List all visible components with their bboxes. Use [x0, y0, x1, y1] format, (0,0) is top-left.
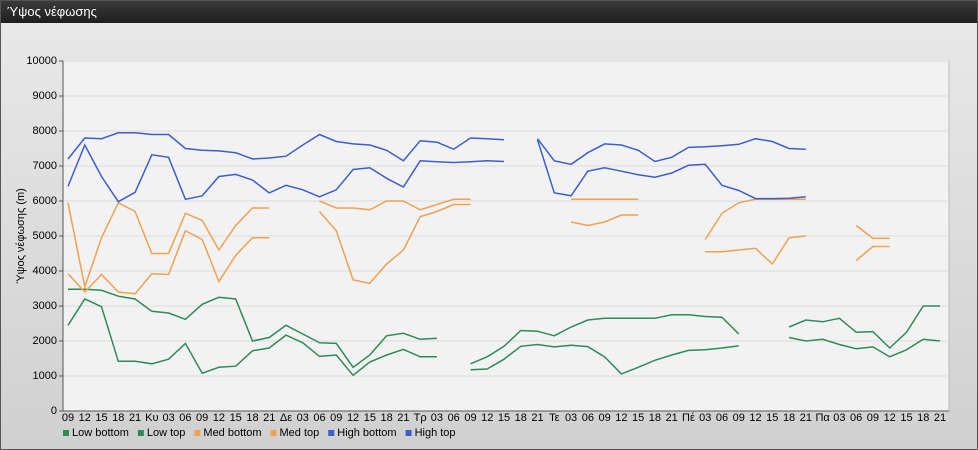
- x-tick-label: 18: [649, 412, 661, 424]
- x-tick-label: 12: [213, 412, 225, 424]
- x-tick-label: 15: [95, 412, 107, 424]
- x-tick-label: 15: [498, 412, 510, 424]
- x-tick-label: 12: [79, 412, 91, 424]
- x-tick-label: 03: [833, 412, 845, 424]
- chart: Ύψος νέφωσης (m) 0 1000 2000 3000 4000 5000 60…: [1, 23, 977, 449]
- x-tick-label: 15: [632, 412, 644, 424]
- x-tick-label: 12: [347, 412, 359, 424]
- x-tick-label: 15: [900, 412, 912, 424]
- y-tick-label: 1000: [33, 370, 57, 382]
- x-tick-label: 03: [297, 412, 309, 424]
- x-tick-label: 21: [129, 412, 141, 424]
- series-line: [67, 203, 890, 295]
- x-tick-label: Πα: [815, 412, 830, 424]
- x-tick-label: 03: [699, 412, 711, 424]
- series-line: [67, 198, 890, 290]
- x-tick-label: 18: [112, 412, 124, 424]
- x-tick-label: 21: [397, 412, 409, 424]
- x-tick-label: 03: [565, 412, 577, 424]
- window-title: Ύψος νέφωσης: [1, 1, 977, 23]
- legend-label: Med top: [280, 427, 320, 439]
- x-tick-label: 06: [179, 412, 191, 424]
- x-tick-label: 18: [380, 412, 392, 424]
- y-tick-label: 4000: [33, 265, 57, 277]
- x-tick-label: 06: [313, 412, 325, 424]
- series-line: [68, 288, 940, 369]
- x-tick-label: 18: [246, 412, 258, 424]
- y-tick-label: 3000: [33, 300, 57, 312]
- x-tick-label: 15: [230, 412, 242, 424]
- x-tick-label: 21: [800, 412, 812, 424]
- x-tick-label: 21: [934, 412, 946, 424]
- x-tick-label: 06: [582, 412, 594, 424]
- series-line: [67, 132, 806, 166]
- legend-label: Med bottom: [203, 427, 261, 439]
- x-tick-label: 12: [884, 412, 896, 424]
- x-tick-label: 15: [364, 412, 376, 424]
- x-tick-label: 09: [330, 412, 342, 424]
- x-tick-label: Τρ: [414, 412, 427, 424]
- y-axis-label: Ύψος νέφωσης (m): [15, 188, 27, 284]
- x-tick-label: 12: [615, 412, 627, 424]
- legend-label: High bottom: [337, 427, 396, 439]
- x-tick-label: Πέ: [682, 412, 695, 424]
- x-tick-label: 09: [598, 412, 610, 424]
- legend-swatch: [270, 430, 277, 436]
- x-tick-label: 09: [733, 412, 745, 424]
- legend-swatch: [328, 430, 335, 436]
- x-tick-label: Δε: [280, 412, 292, 424]
- x-tick-label: 18: [917, 412, 929, 424]
- legend-swatch: [405, 430, 412, 436]
- x-tick-label: 21: [666, 412, 678, 424]
- legend-label: Low bottom: [72, 427, 129, 439]
- x-tick-label: 15: [766, 412, 778, 424]
- legend-label: High top: [415, 427, 456, 439]
- y-tick-label: 2000: [33, 335, 57, 347]
- series-line: [67, 298, 941, 377]
- x-tick-label: 06: [850, 412, 862, 424]
- y-tick-label: 7000: [33, 160, 57, 172]
- y-tick-label: 8000: [33, 125, 57, 137]
- y-tick-label: 10000: [26, 55, 57, 67]
- x-tick-label: 03: [431, 412, 443, 424]
- legend-swatch: [63, 430, 69, 436]
- x-tick-label: 21: [263, 412, 275, 424]
- x-tick-label: Κυ: [145, 412, 158, 424]
- x-tick-label: 18: [515, 412, 527, 424]
- series-line: [67, 139, 806, 203]
- x-tick-label: 09: [62, 412, 74, 424]
- y-tick-label: 0: [51, 405, 57, 417]
- x-tick-label: 06: [448, 412, 460, 424]
- x-tick-label: 21: [531, 412, 543, 424]
- y-tick-label: 5000: [33, 230, 57, 242]
- x-tick-label: 06: [716, 412, 728, 424]
- y-tick-label: 9000: [33, 90, 57, 102]
- y-tick-label: 6000: [33, 195, 57, 207]
- legend-swatch: [137, 430, 144, 436]
- x-tick-label: 12: [481, 412, 493, 424]
- x-tick-label: 09: [464, 412, 476, 424]
- x-tick-label: 18: [783, 412, 795, 424]
- x-tick-label: 12: [749, 412, 761, 424]
- legend-label: Low top: [147, 427, 186, 439]
- x-tick-label: 09: [867, 412, 879, 424]
- x-tick-label: 03: [162, 412, 174, 424]
- x-tick-label: 09: [196, 412, 208, 424]
- legend-swatch: [194, 430, 201, 436]
- x-tick-label: Τε: [549, 412, 560, 424]
